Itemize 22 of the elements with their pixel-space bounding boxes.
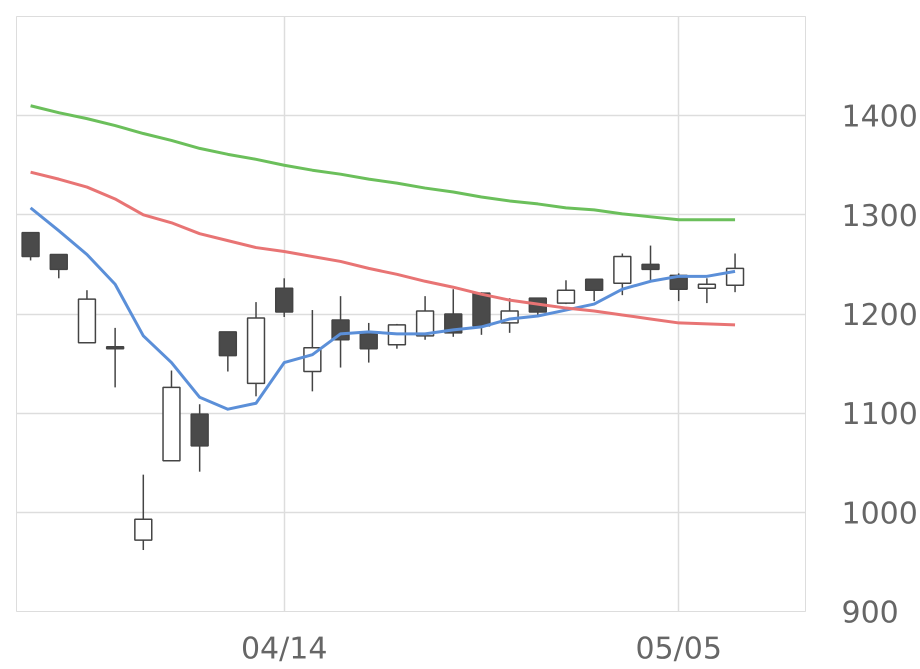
- x-tick-label: 05/05: [635, 632, 722, 666]
- candlestick: [641, 244, 660, 282]
- candlestick: [21, 232, 40, 262]
- candlestick: [106, 327, 124, 388]
- x-tick-label: 04/14: [240, 632, 328, 666]
- y-tick-label: 1200: [842, 298, 918, 333]
- candlestick: [218, 331, 238, 372]
- candlestick: [274, 278, 294, 318]
- line-series: [29, 104, 737, 222]
- candlestick: [50, 254, 68, 280]
- line-series: [29, 170, 737, 326]
- candlestick: [360, 322, 378, 364]
- candlestick: [584, 278, 604, 302]
- y-tick-label: 1000: [842, 496, 918, 532]
- y-tick-label: 1300: [842, 198, 918, 234]
- candlestick: [556, 280, 576, 305]
- candlestick: [698, 278, 716, 304]
- candlestick: [134, 474, 153, 551]
- y-tick-label: 1400: [842, 100, 918, 135]
- y-tick-label: 900: [842, 596, 899, 630]
- y-tick-label: 1100: [842, 397, 918, 432]
- candlestick: [726, 252, 744, 293]
